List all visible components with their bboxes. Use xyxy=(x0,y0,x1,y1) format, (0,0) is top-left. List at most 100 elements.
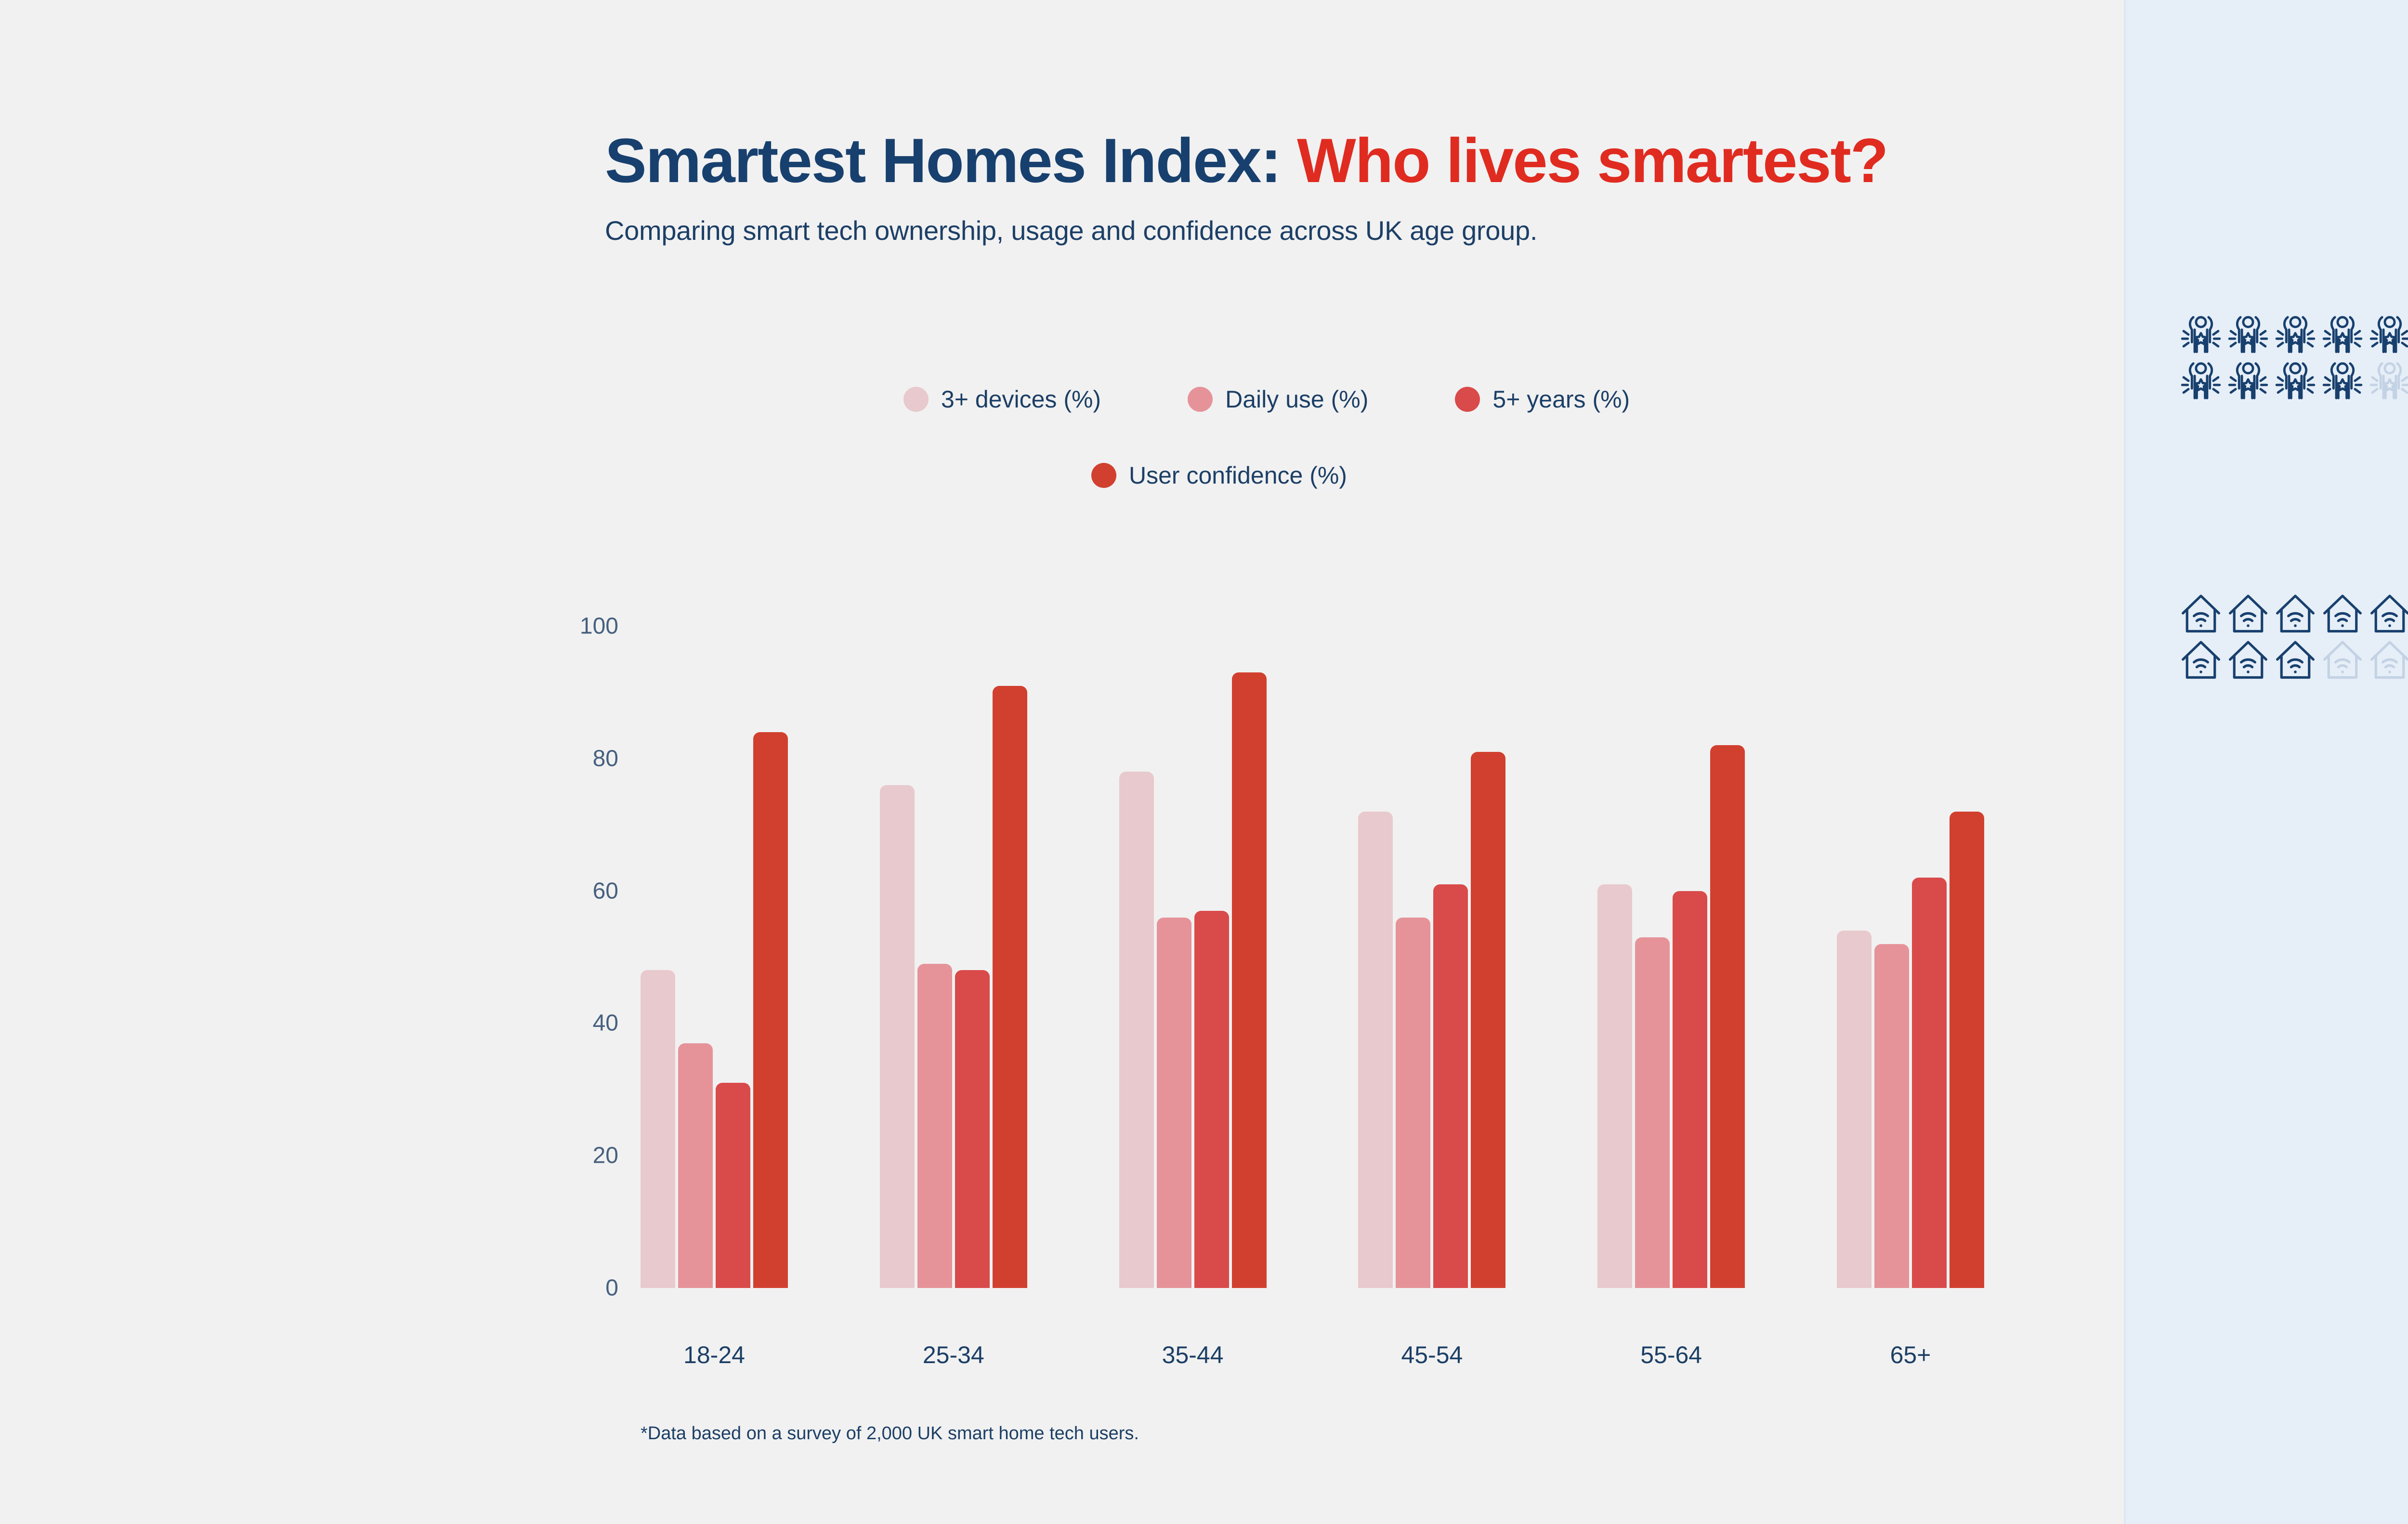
smart-home-icon-cell xyxy=(2226,639,2270,683)
bar[interactable] xyxy=(753,732,788,1288)
bar[interactable] xyxy=(1836,931,1871,1288)
celebrating-person-icon xyxy=(2275,362,2316,399)
bar-group xyxy=(1597,626,1745,1288)
x-axis-tick: 25-34 xyxy=(922,1341,984,1368)
smart-home-icon xyxy=(2323,594,2362,633)
chart-legend: 3+ devices (%) Daily use (%) 5+ years (%… xyxy=(605,385,2050,489)
bar[interactable] xyxy=(1710,745,1745,1288)
bar[interactable] xyxy=(1194,910,1229,1288)
celebrating-person-icon xyxy=(2181,316,2221,353)
x-axis-tick: 55-64 xyxy=(1640,1341,1702,1368)
smart-home-icon-cell xyxy=(2179,639,2223,683)
bar[interactable] xyxy=(955,970,990,1288)
smart-home-icon xyxy=(2229,594,2267,633)
y-axis-tick: 20 xyxy=(592,1143,618,1169)
celebrating-person-icon-cell xyxy=(2320,359,2365,404)
celebrating-person-icon xyxy=(2369,362,2408,399)
bar[interactable] xyxy=(1231,672,1267,1288)
legend-swatch-icon xyxy=(1188,387,1213,412)
bar[interactable] xyxy=(1433,884,1468,1288)
bar-group xyxy=(641,626,788,1288)
page-title: Smartest Homes Index: Who lives smartest… xyxy=(605,129,1888,192)
smart-home-icon xyxy=(2229,641,2267,679)
bar[interactable] xyxy=(678,1043,713,1288)
smart-home-icon-cell xyxy=(2179,592,2223,637)
smart-home-icon-cell xyxy=(2273,592,2317,637)
legend-label: 3+ devices (%) xyxy=(941,386,1101,413)
stat-block-device-ownership: Nearly 8 in 10 people own three or more … xyxy=(2179,592,2408,683)
bar[interactable] xyxy=(1597,884,1633,1288)
legend-item-5-years[interactable]: 5+ years (%) xyxy=(1455,385,1630,413)
bar[interactable] xyxy=(1396,917,1431,1288)
celebrating-person-icon xyxy=(2369,316,2408,353)
legend-row-secondary: User confidence (%) xyxy=(605,461,2050,489)
bar[interactable] xyxy=(1911,878,1947,1288)
bar-group xyxy=(1836,626,1984,1288)
smart-home-icon xyxy=(2370,594,2408,633)
celebrating-person-icon xyxy=(2322,316,2363,353)
chart-header: Smartest Homes Index: Who lives smartest… xyxy=(605,129,1888,246)
celebrating-person-icon-cell xyxy=(2179,359,2223,404)
legend-swatch-icon xyxy=(903,387,929,412)
legend-label: User confidence (%) xyxy=(1129,462,1347,489)
smart-home-icon-cell xyxy=(2368,639,2408,683)
stat-block-ease-of-use: Over 9 in 10 people say smart tech is ea… xyxy=(2179,313,2408,404)
y-axis-tick: 80 xyxy=(592,746,618,772)
smart-home-icon xyxy=(2276,594,2315,633)
smart-home-icon xyxy=(2276,641,2315,679)
x-axis-tick: 45-54 xyxy=(1401,1341,1463,1368)
celebrating-person-icon xyxy=(2322,362,2363,399)
celebrating-person-icon-cell xyxy=(2226,359,2270,404)
celebrating-person-icon xyxy=(2181,362,2221,399)
celebrating-person-icon-grid xyxy=(2179,313,2408,404)
bar[interactable] xyxy=(1471,752,1506,1288)
celebrating-person-icon-cell xyxy=(2226,313,2270,357)
legend-item-user-confidence[interactable]: User confidence (%) xyxy=(1091,461,1347,489)
celebrating-person-icon xyxy=(2228,316,2268,353)
y-axis: 0 20 40 60 80 100 xyxy=(559,614,631,1301)
bar-chart: 0 20 40 60 80 100 18-24 25-34 35-44 45-54 55-64 65… xyxy=(559,614,1984,1368)
smart-home-icon xyxy=(2370,641,2408,679)
bar[interactable] xyxy=(1949,811,1984,1288)
legend-label: 5+ years (%) xyxy=(1492,386,1630,413)
bar[interactable] xyxy=(716,1083,750,1288)
bar[interactable] xyxy=(1358,811,1393,1288)
celebrating-person-icon-cell xyxy=(2273,313,2317,357)
y-axis-tick: 0 xyxy=(605,1275,618,1301)
bar[interactable] xyxy=(879,785,915,1288)
chart-footnote: *Data based on a survey of 2,000 UK smar… xyxy=(641,1423,1139,1444)
smart-home-icon xyxy=(2182,641,2220,679)
legend-swatch-icon xyxy=(1091,463,1116,488)
x-axis: 18-24 25-34 35-44 45-54 55-64 65+ xyxy=(641,1341,1984,1369)
celebrating-person-icon xyxy=(2275,316,2316,353)
celebrating-person-icon-cell xyxy=(2273,359,2317,404)
bar[interactable] xyxy=(1635,937,1670,1288)
celebrating-person-icon-cell xyxy=(2368,313,2408,357)
stats-heading: The 35 to 44-year-olds are the true powe… xyxy=(2126,130,2408,215)
x-axis-tick: 65+ xyxy=(1890,1341,1931,1368)
smart-home-icon xyxy=(2182,594,2220,633)
bar[interactable] xyxy=(1874,944,1909,1288)
legend-row-primary: 3+ devices (%) Daily use (%) 5+ years (%… xyxy=(605,385,2050,413)
bar-group xyxy=(879,626,1027,1288)
bar[interactable] xyxy=(992,685,1027,1288)
bar-group xyxy=(1358,626,1506,1288)
y-axis-tick: 40 xyxy=(592,1010,618,1036)
legend-item-daily-use[interactable]: Daily use (%) xyxy=(1188,385,1368,413)
page-subtitle: Comparing smart tech ownership, usage an… xyxy=(605,215,1538,246)
bar[interactable] xyxy=(1673,891,1708,1288)
celebrating-person-icon xyxy=(2228,362,2268,399)
smart-home-icon-grid xyxy=(2179,592,2408,683)
bar[interactable] xyxy=(917,963,952,1288)
smart-home-icon-cell xyxy=(2320,592,2365,637)
legend-label: Daily use (%) xyxy=(1225,386,1369,413)
legend-item-3-devices[interactable]: 3+ devices (%) xyxy=(903,385,1101,413)
bar[interactable] xyxy=(641,970,675,1288)
legend-swatch-icon xyxy=(1455,387,1480,412)
bar-group xyxy=(1119,626,1267,1288)
bar[interactable] xyxy=(1119,772,1154,1288)
chart-panel: Smartest Homes Index: Who lives smartest… xyxy=(559,129,2050,1444)
page-title-main: Smartest Homes Index: xyxy=(605,125,1297,196)
page-title-accent: Who lives smartest? xyxy=(1297,125,1888,196)
bar[interactable] xyxy=(1156,917,1191,1288)
